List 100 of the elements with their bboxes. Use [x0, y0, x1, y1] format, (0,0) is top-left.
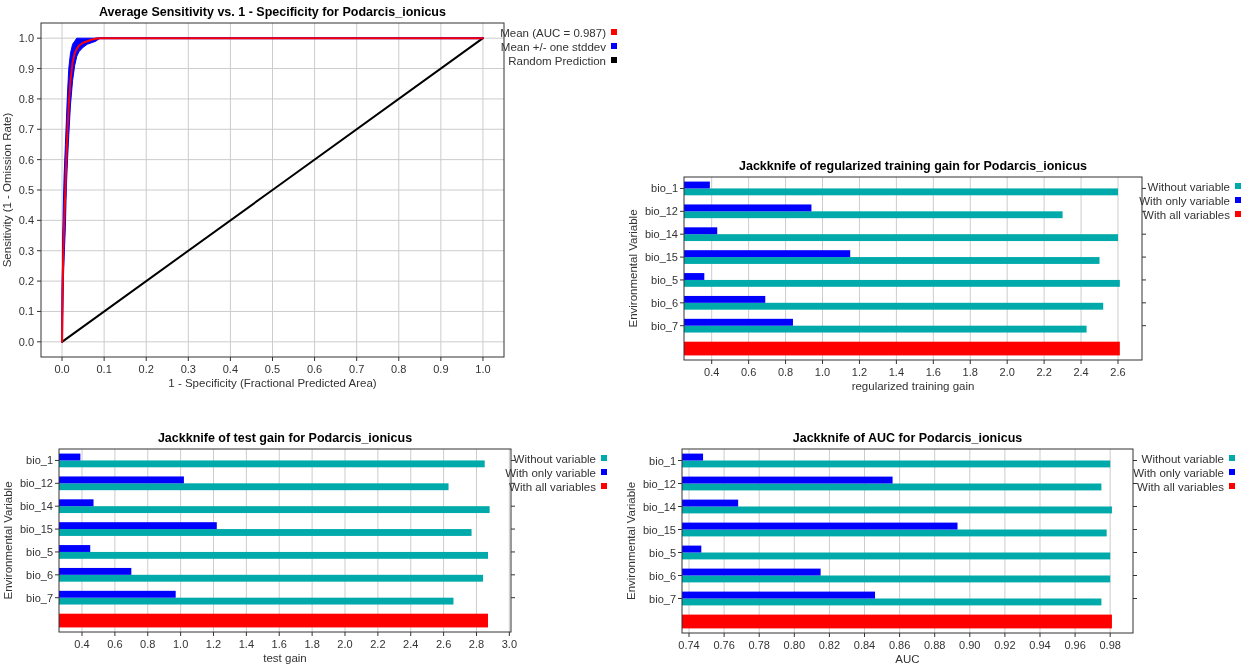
y-tick-label: bio_15 — [642, 523, 676, 536]
x-tick-label: 2.4 — [1073, 366, 1089, 378]
chart-title: Average Sensitivity vs. 1 - Specificity for Podarcis_ionicus — [99, 5, 446, 19]
y-tick-label: bio_5 — [649, 546, 676, 559]
y-tick-label: bio_14 — [19, 500, 53, 513]
x-tick-label: 3.0 — [501, 638, 517, 650]
x-tick-label: 0.98 — [1099, 639, 1121, 651]
y-tick-label: bio_7 — [651, 319, 678, 332]
x-tick-label: 0.90 — [959, 639, 981, 651]
x-tick-label: 0.8 — [777, 366, 794, 378]
y-tick-label: bio_15 — [644, 251, 678, 264]
y-tick-label: 0.9 — [18, 62, 34, 75]
x-tick-label: 0.4 — [222, 363, 239, 375]
legend-label: Without variable — [513, 453, 596, 465]
x-tick-label: 0.4 — [704, 366, 720, 378]
y-tick-label: bio_7 — [649, 592, 676, 605]
y-tick-label: bio_1 — [651, 182, 678, 195]
y-tick-label: bio_1 — [26, 454, 53, 467]
y-tick-label: 0.7 — [18, 123, 34, 136]
x-tick-label: 0.3 — [180, 363, 196, 375]
y-tick-label: bio_14 — [644, 228, 678, 241]
y-tick-label: 0.1 — [18, 305, 34, 318]
legend-label: With all variables — [1143, 209, 1231, 221]
x-axis-title: regularized training gain — [851, 380, 975, 392]
legend-label: Random Prediction — [508, 55, 606, 67]
y-axis-title: Environmental Variable — [625, 481, 637, 601]
x-tick-label: 0.78 — [748, 639, 770, 651]
x-tick-label: 1.8 — [962, 366, 978, 378]
x-tick-label: 1.8 — [304, 638, 320, 650]
x-tick-label: 1.0 — [814, 366, 831, 378]
x-tick-label: 0.6 — [107, 638, 123, 650]
y-tick-label: bio_1 — [649, 454, 676, 467]
chart-title: Jackknife of regularized training gain for Podarcis_ionicus — [738, 159, 1088, 173]
x-tick-label: 0.0 — [54, 363, 70, 375]
x-tick-label: 0.96 — [1064, 639, 1086, 651]
y-axis-title: Environmental Variable — [2, 481, 14, 600]
y-axis-title: Environmental Variable — [627, 209, 639, 328]
x-tick-label: 0.2 — [138, 363, 154, 375]
x-tick-label: 2.0 — [337, 638, 353, 650]
x-tick-label: 1.2 — [205, 638, 222, 650]
y-tick-label: bio_7 — [26, 591, 53, 604]
legend-label: Without variable — [1147, 181, 1230, 193]
y-tick-label: 0.2 — [18, 275, 34, 288]
y-tick-label: bio_14 — [642, 500, 676, 513]
x-tick-label: 0.1 — [96, 363, 112, 375]
chart-title: Jackknife of AUC for Podarcis_ionicus — [792, 431, 1023, 445]
legend-label: Without variable — [1141, 453, 1224, 465]
x-tick-label: 0.4 — [74, 638, 90, 650]
y-tick-label: bio_6 — [26, 568, 53, 581]
x-tick-label: 2.6 — [435, 638, 452, 650]
x-axis-title: AUC — [895, 653, 920, 665]
legend-label: With all variables — [1137, 481, 1225, 493]
x-tick-label: 1.0 — [475, 363, 491, 375]
x-tick-label: 0.84 — [853, 639, 876, 651]
y-axis-title: Sensitivity (1 - Omission Rate) — [1, 112, 13, 268]
x-tick-label: 0.6 — [306, 363, 323, 375]
x-tick-label: 0.74 — [678, 639, 700, 651]
x-tick-label: 0.82 — [818, 639, 841, 651]
x-tick-label: 0.76 — [713, 639, 735, 651]
legend-label: With only variable — [505, 467, 596, 479]
y-tick-label: 0.6 — [18, 153, 34, 166]
x-tick-label: 2.6 — [1110, 366, 1126, 378]
y-tick-label: bio_15 — [19, 523, 53, 536]
x-tick-label: 0.86 — [888, 639, 911, 651]
y-tick-label: bio_5 — [651, 273, 678, 286]
x-tick-label: 0.8 — [140, 638, 156, 650]
y-tick-label: bio_6 — [651, 296, 678, 309]
legend-label: Mean +/- one stddev — [500, 41, 607, 53]
x-axis-title: 1 - Specificity (Fractional Predicted Area) — [168, 377, 377, 389]
legend-label: With all variables — [509, 481, 597, 493]
x-tick-label: 0.88 — [923, 639, 946, 651]
x-tick-label: 0.5 — [264, 363, 281, 375]
x-tick-label: 1.0 — [172, 638, 189, 650]
y-tick-label: bio_6 — [649, 569, 676, 582]
y-tick-label: 0.4 — [18, 214, 34, 227]
y-tick-label: 0.8 — [18, 92, 34, 105]
y-tick-label: bio_12 — [642, 477, 676, 490]
x-tick-label: 2.4 — [403, 638, 419, 650]
x-tick-label: 2.2 — [370, 638, 386, 650]
x-tick-label: 2.8 — [468, 638, 485, 650]
x-tick-label: 0.94 — [1029, 639, 1051, 651]
x-tick-label: 1.2 — [851, 366, 868, 378]
x-tick-label: 0.92 — [994, 639, 1016, 651]
x-tick-label: 0.6 — [740, 366, 757, 378]
x-tick-label: 1.6 — [925, 366, 941, 378]
y-tick-label: 1.0 — [18, 32, 34, 45]
x-tick-label: 2.2 — [1036, 366, 1052, 378]
x-tick-label: 0.80 — [783, 639, 806, 651]
x-tick-label: 2.0 — [999, 366, 1015, 378]
y-tick-label: bio_5 — [26, 545, 53, 558]
x-axis-title: test gain — [263, 652, 307, 664]
legend-label: Mean (AUC = 0.987) — [500, 27, 607, 39]
y-tick-label: bio_12 — [19, 477, 53, 490]
x-tick-label: 1.6 — [271, 638, 287, 650]
x-tick-label: 0.9 — [433, 363, 449, 375]
legend-label: With only variable — [1133, 467, 1224, 479]
y-tick-label: bio_12 — [644, 205, 678, 218]
y-tick-label: 0.3 — [18, 244, 34, 257]
y-tick-label: 0.0 — [18, 335, 34, 348]
x-tick-label: 0.8 — [391, 363, 407, 375]
